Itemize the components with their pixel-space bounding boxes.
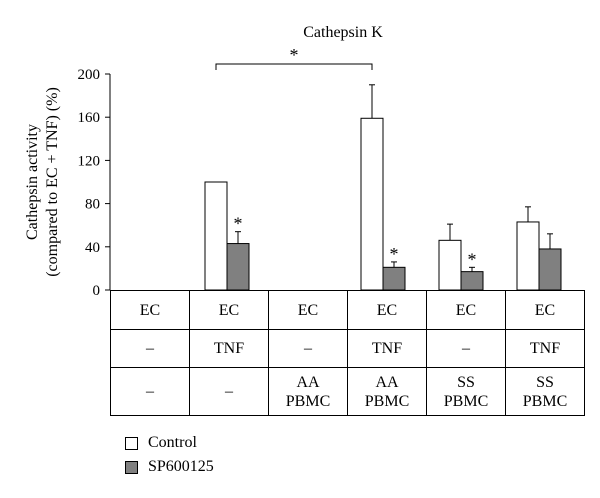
bar-control: [360, 117, 384, 291]
comparison-bracket: *: [215, 45, 373, 70]
condition-cell: EC: [189, 290, 269, 330]
legend-label-control: Control: [148, 434, 197, 451]
condition-cell: –: [110, 329, 190, 368]
condition-cell: AA PBMC: [347, 367, 427, 416]
condition-cell: EC: [268, 290, 348, 330]
condition-cell: SS PBMC: [426, 367, 506, 416]
bar-sp600125: [538, 248, 562, 291]
condition-row-treatment: – TNF – TNF – TNF: [110, 329, 585, 368]
condition-cell: EC: [426, 290, 506, 330]
legend-item-control: Control: [125, 434, 197, 452]
bracket-asterisk: *: [290, 45, 299, 65]
condition-cell: EC: [505, 290, 585, 330]
y-tick-label: 40: [85, 240, 100, 256]
condition-cell: TNF: [189, 329, 269, 368]
legend-swatch-sp600125: [125, 460, 138, 474]
condition-table: EC EC EC EC EC EC – TNF – TNF – TNF – – AA PBMC AA PBMC SS…: [110, 290, 585, 416]
y-tick-label: 200: [78, 67, 101, 83]
y-tick-label: 80: [85, 197, 100, 213]
bar-sp600125: [226, 243, 250, 291]
bars: * * *: [204, 84, 562, 291]
y-axis-label-line-2: (compared to EC + TNF) (%): [44, 87, 61, 277]
condition-row-cells: EC EC EC EC EC EC: [110, 290, 585, 330]
condition-cell: AA PBMC: [268, 367, 348, 416]
bar-control: [204, 181, 228, 291]
bar-control: [516, 221, 540, 291]
condition-cell: EC: [110, 290, 190, 330]
y-tick-label: 120: [78, 153, 101, 169]
condition-cell: –: [426, 329, 506, 368]
significance-asterisk: *: [234, 214, 243, 234]
condition-cell: EC: [347, 290, 427, 330]
condition-cell: TNF: [505, 329, 585, 368]
y-tick-label: 160: [78, 110, 101, 126]
y-tick-label: 0: [93, 283, 101, 299]
legend-swatch-control: [125, 436, 138, 450]
condition-cell: –: [268, 329, 348, 368]
condition-cell: –: [110, 367, 190, 416]
condition-cell: –: [189, 367, 269, 416]
y-axis-ticks: 0 40 80 120 160 200: [78, 67, 110, 299]
y-axis-label-line-1: Cathepsin activity: [24, 124, 41, 240]
significance-asterisk: *: [390, 244, 399, 264]
bracket-line: [215, 63, 373, 70]
bar-sp600125: [382, 266, 406, 291]
chart-title: Cathepsin K: [303, 24, 383, 41]
condition-cell: TNF: [347, 329, 427, 368]
bar-sp600125: [460, 271, 484, 291]
bar-control: [438, 239, 462, 291]
condition-cell: SS PBMC: [505, 367, 585, 416]
significance-asterisk: *: [468, 249, 477, 269]
legend-item-sp600125: SP600125: [125, 458, 214, 476]
legend-label-sp600125: SP600125: [148, 458, 214, 475]
condition-row-pbmc: – – AA PBMC AA PBMC SS PBMC SS PBMC: [110, 367, 585, 416]
